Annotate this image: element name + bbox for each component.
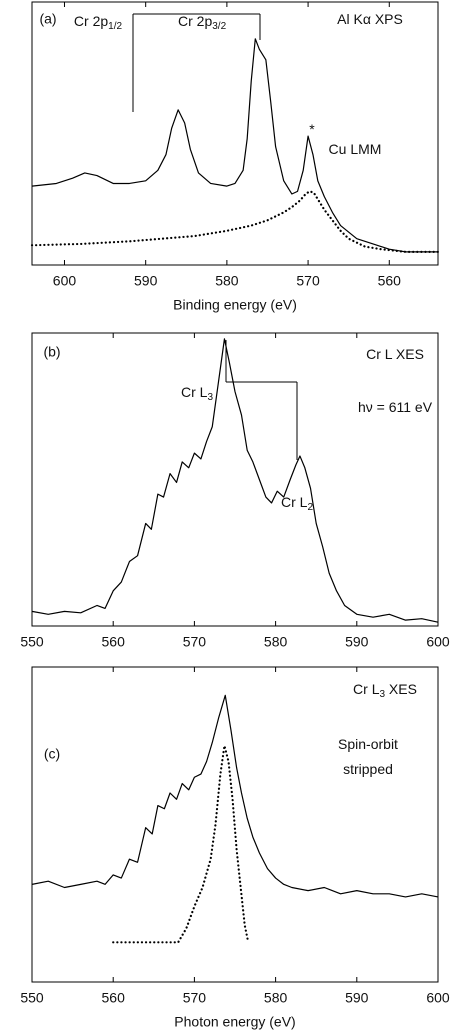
- panel: 600 590 580 570 560 Binding energy (eV) (a) Al …: [30, 1, 440, 313]
- annotation-text: stripped: [343, 761, 393, 777]
- x-tick-label: 580: [215, 273, 239, 289]
- annotation-subscript: 3: [379, 689, 385, 700]
- x-tick-label: 600: [426, 990, 450, 1006]
- annotation-text: XES: [385, 681, 417, 697]
- annotation: Cr 2p3/2: [178, 13, 227, 32]
- annotation: Cr L3: [181, 384, 213, 403]
- annotation: Cr L3 XES: [353, 681, 417, 700]
- panel: 550 560 570 580 590 600 Photon energy (eV) (c) C…: [20, 666, 450, 1030]
- x-tick-label: 550: [20, 990, 44, 1006]
- annotation: Al Kα XPS: [337, 11, 403, 27]
- plot-frame: [31, 666, 439, 983]
- panel-label: (c): [44, 746, 60, 762]
- spectrum-line: [31, 338, 439, 623]
- plot-frame: [31, 332, 439, 627]
- x-tick-label: 600: [53, 273, 77, 289]
- x-tick-label: 560: [102, 990, 126, 1006]
- annotation: Cr L2: [281, 494, 313, 513]
- x-tick-label: 580: [264, 634, 288, 650]
- annotation-subscript: 3/2: [212, 21, 226, 32]
- spectrum-line: [112, 744, 250, 944]
- spectrum-line: [30, 190, 440, 253]
- x-tick-label: 590: [345, 990, 369, 1006]
- annotation: Cu LMM: [329, 141, 382, 157]
- x-tick-label: 550: [20, 634, 44, 650]
- annotation-text: Cr 2p: [178, 13, 212, 29]
- x-tick-label: 590: [134, 273, 158, 289]
- annotation-subscript: 2: [307, 502, 313, 513]
- annotation-text: Spin-orbit: [338, 736, 398, 752]
- annotation-text: Cr L: [353, 681, 380, 697]
- spectrum-line: [31, 694, 439, 898]
- x-tick-label: 580: [264, 990, 288, 1006]
- x-tick-label: 570: [183, 634, 207, 650]
- x-axis-title: Binding energy (eV): [173, 297, 297, 313]
- annotation-text: Cr L XES: [366, 346, 424, 362]
- x-tick-label: 570: [296, 273, 320, 289]
- x-tick-label: 560: [378, 273, 402, 289]
- annotation-text: Cr L: [181, 384, 208, 400]
- annotation: Spin-orbit: [338, 736, 398, 752]
- annotation-subscript: 1/2: [108, 21, 122, 32]
- spectrum-line: [31, 38, 438, 253]
- annotation: *: [309, 121, 315, 137]
- annotation: Cr 2p1/2: [74, 13, 123, 32]
- x-axis-title: Photon energy (eV): [174, 1014, 295, 1030]
- annotation-text: hν = 611 eV: [358, 399, 433, 415]
- annotation-text: Cr 2p: [74, 13, 108, 29]
- annotation-subscript: 3: [207, 392, 213, 403]
- annotation-text: *: [309, 121, 315, 137]
- x-tick-label: 560: [102, 634, 126, 650]
- annotation-text: Cr L: [281, 494, 308, 510]
- x-tick-label: 590: [345, 634, 369, 650]
- x-tick-label: 600: [426, 634, 450, 650]
- annotation: hν = 611 eV: [358, 399, 433, 415]
- panel-label: (b): [43, 344, 60, 360]
- panel-label: (a): [39, 11, 56, 27]
- annotation-text: Al Kα XPS: [337, 11, 403, 27]
- annotation: Cr L XES: [366, 346, 424, 362]
- annotation-text: Cu LMM: [329, 141, 382, 157]
- x-tick-label: 570: [183, 990, 207, 1006]
- plot-frame: [31, 1, 439, 266]
- annotation: stripped: [343, 761, 393, 777]
- panel: 550 560 570 580 590 600 (b) Cr L XES hν = 611 eV…: [20, 332, 450, 650]
